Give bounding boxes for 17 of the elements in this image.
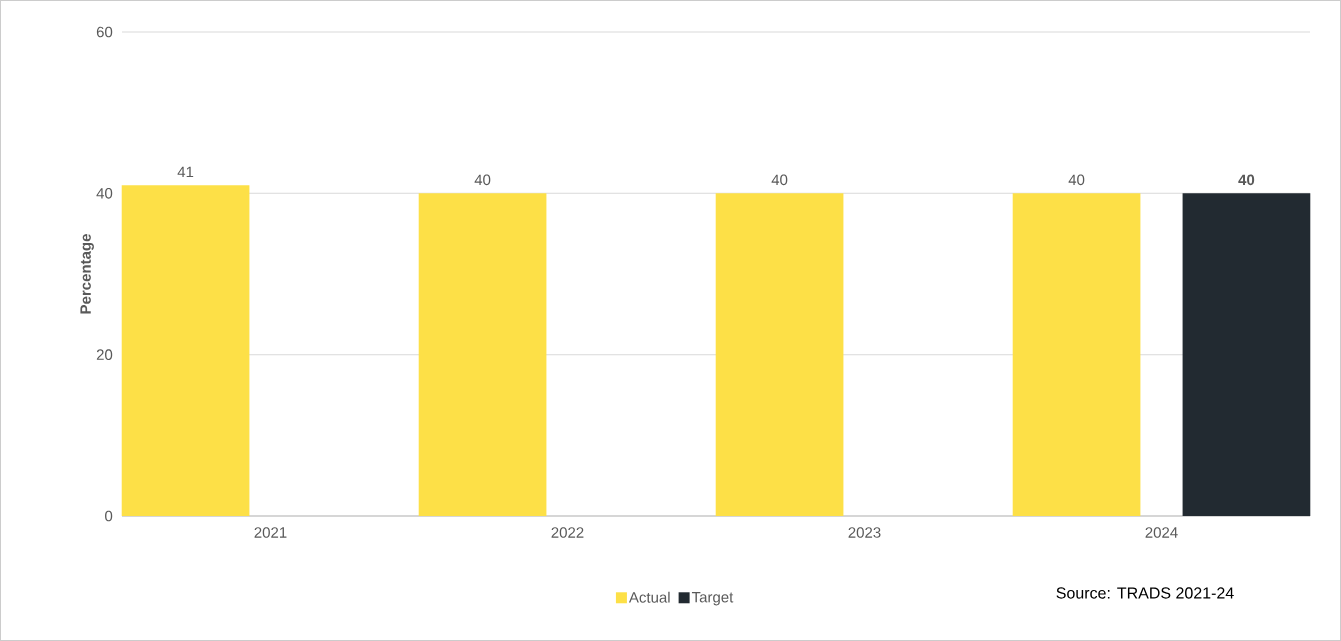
data-label: 40 [1238, 174, 1255, 186]
y-tick-label: 60 [96, 26, 113, 38]
legend-label: Target [691, 591, 734, 606]
y-tick-label: 0 [105, 510, 113, 522]
y-axis-title: Percentage [80, 234, 94, 314]
y-tick-label: 40 [96, 188, 113, 199]
x-tick-label: 2024 [1145, 527, 1178, 538]
data-label: 40 [771, 174, 788, 186]
source-note: Source: TRADS 2021-24 [1056, 587, 1234, 599]
x-tick-label: 2022 [551, 527, 584, 538]
data-label: 40 [1068, 174, 1085, 186]
y-tick-label: 20 [96, 349, 113, 360]
x-tick-label: 2023 [848, 527, 881, 538]
x-tick-label: 2021 [254, 527, 287, 538]
data-label: 41 [177, 166, 194, 178]
data-label: 40 [474, 174, 491, 186]
legend-label: Actual [628, 591, 670, 603]
